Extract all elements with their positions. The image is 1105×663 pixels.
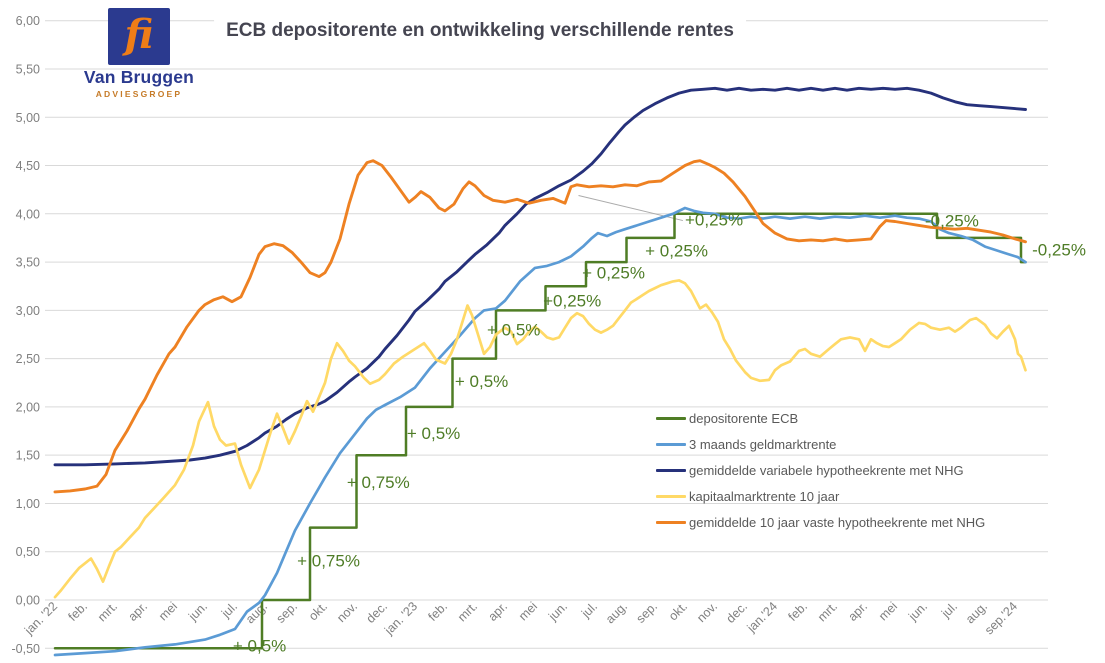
- rate-change-annotation: + 0,5%: [455, 372, 508, 391]
- y-axis-tick-label: 1,00: [16, 497, 40, 511]
- legend-label: gemiddelde variabele hypotheekrente met …: [689, 462, 964, 478]
- x-axis-tick-label: sep.'24: [982, 599, 1020, 637]
- x-axis-tick-label: feb.: [785, 599, 810, 624]
- series-line-3-maands-geldmarktrente: [53, 206, 1027, 657]
- x-axis-tick-label: mrt.: [455, 599, 480, 624]
- x-axis-tick-label: jan.'24: [744, 599, 780, 635]
- logo-square-icon: fi: [108, 8, 170, 65]
- x-axis-tick-label: okt.: [666, 599, 690, 623]
- x-axis-tick-label: mei: [876, 599, 900, 623]
- y-axis-tick-label: 0,50: [16, 545, 40, 559]
- rate-change-annotation: -0,25%: [1032, 241, 1086, 260]
- x-axis-tick-label: jun.: [905, 599, 930, 624]
- series-line-gemiddelde-variabele-hypotheekrente-met-nhg: [53, 86, 1027, 467]
- rate-change-annotation: +0,25%: [543, 292, 601, 311]
- chart-title: ECB depositorente en ontwikkeling versch…: [214, 20, 746, 42]
- x-axis-tick-label: mei: [516, 599, 540, 623]
- y-axis-tick-label: 5,00: [16, 111, 40, 125]
- x-axis-tick-label: jul.: [218, 599, 240, 621]
- y-axis-tick-label: 4,00: [16, 207, 40, 221]
- x-axis-tick-label: feb.: [65, 599, 90, 624]
- x-axis-tick-label: jun.: [185, 599, 210, 624]
- x-axis-tick-label: apr.: [485, 599, 510, 624]
- rate-change-annotation: + 0,75%: [297, 551, 360, 570]
- x-axis-tick-label: okt.: [306, 599, 330, 623]
- y-axis-tick-label: 0,00: [16, 594, 40, 608]
- rate-change-annotation: + 0,25%: [645, 241, 708, 260]
- x-axis-tick-label: dec.: [724, 599, 751, 626]
- y-axis-tick-label: 2,50: [16, 352, 40, 366]
- x-axis-tick-label: mrt.: [815, 599, 840, 624]
- y-axis-tick-label: 2,00: [16, 400, 40, 414]
- rate-change-annotation: + 0,5%: [407, 424, 460, 443]
- x-axis-tick-label: jun.: [545, 599, 570, 624]
- x-axis-tick-label: apr.: [845, 599, 870, 624]
- legend-swatch-icon: [656, 520, 686, 524]
- legend-item: 3 maands geldmarktrente: [656, 431, 985, 457]
- legend-swatch-icon: [656, 442, 686, 446]
- x-axis-tick-label: feb.: [425, 599, 450, 624]
- legend-item: kapitaalmarktrente 10 jaar: [656, 483, 985, 509]
- x-axis-tick-label: nov.: [334, 599, 360, 625]
- legend-label: depositorente ECB: [689, 410, 799, 426]
- legend-swatch-icon: [656, 468, 686, 472]
- y-axis-tick-label: 3,50: [16, 256, 40, 270]
- x-axis-tick-label: sep.: [274, 599, 301, 626]
- x-axis-tick-label: apr.: [125, 599, 150, 624]
- y-axis-tick-label: 1,50: [16, 449, 40, 463]
- x-axis-tick-label: dec.: [364, 599, 391, 626]
- y-axis-tick-label: 6,00: [16, 14, 40, 28]
- x-axis-tick-label: jan. '23: [381, 599, 420, 638]
- logo-fi-icon: fi: [124, 10, 154, 58]
- legend-item: depositorente ECB: [656, 405, 985, 431]
- x-axis-tick-label: jul.: [938, 599, 960, 621]
- legend-label: gemiddelde 10 jaar vaste hypotheekrente …: [689, 514, 986, 530]
- rate-change-annotation: + 0,5%: [233, 636, 286, 655]
- rate-change-annotation: -0,25%: [925, 212, 979, 231]
- logo-subtitle: ADVIESGROEP: [95, 89, 183, 99]
- x-axis-tick-label: aug.: [603, 599, 630, 626]
- series-line-depositorente-ecb: [53, 212, 1027, 650]
- legend-item: gemiddelde 10 jaar vaste hypotheekrente …: [656, 509, 985, 535]
- y-axis-tick-label: -0,50: [12, 642, 41, 656]
- series-line-gemiddelde-10-jaar-vaste-hypotheekrente-met-nhg: [53, 159, 1027, 494]
- x-axis-tick-label: mrt.: [95, 599, 120, 624]
- y-axis-tick-label: 4,50: [16, 159, 40, 173]
- x-axis-tick-label: nov.: [694, 599, 720, 625]
- series-line-kapitaalmarktrente-10-jaar: [53, 279, 1027, 599]
- legend-swatch-icon: [656, 416, 686, 420]
- rate-change-annotation: + 0,5%: [487, 321, 540, 340]
- x-axis-tick-label: jul.: [578, 599, 600, 621]
- legend-label: 3 maands geldmarktrente: [689, 436, 837, 452]
- legend-label: kapitaalmarktrente 10 jaar: [689, 488, 840, 504]
- van-bruggen-logo: fi Van Bruggen ADVIESGROEP: [74, 8, 204, 99]
- chart-legend: depositorente ECB 3 maands geldmarktrente…: [656, 405, 985, 535]
- rate-change-annotation: + 0,25%: [582, 264, 645, 283]
- y-axis-tick-label: 5,50: [16, 62, 40, 76]
- logo-company-name: Van Bruggen: [83, 67, 195, 87]
- rate-change-annotation: + 0,75%: [347, 473, 410, 492]
- y-axis-tick-label: 3,00: [16, 304, 40, 318]
- x-axis-tick-label: mei: [156, 599, 180, 623]
- legend-swatch-icon: [656, 494, 686, 498]
- x-axis-tick-label: sep.: [634, 599, 661, 626]
- legend-item: gemiddelde variabele hypotheekrente met …: [656, 457, 985, 483]
- rate-change-annotation: +0,25%: [685, 211, 743, 230]
